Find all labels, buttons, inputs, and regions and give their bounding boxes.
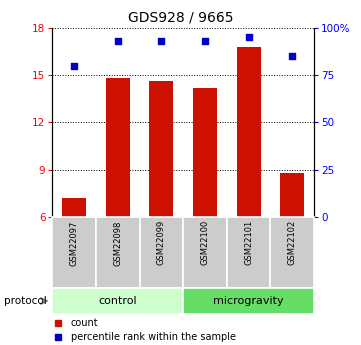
- Text: GSM22100: GSM22100: [200, 220, 209, 265]
- Bar: [280, 173, 304, 217]
- Bar: [227, 217, 270, 288]
- Point: [115, 38, 121, 43]
- Text: percentile rank within the sample: percentile rank within the sample: [71, 332, 236, 342]
- Bar: [237, 47, 261, 217]
- Bar: [140, 217, 183, 288]
- Text: protocol: protocol: [4, 296, 46, 306]
- Point: [290, 53, 295, 59]
- Point: [246, 34, 252, 40]
- Bar: [62, 198, 86, 217]
- Text: GSM22101: GSM22101: [244, 220, 253, 265]
- Text: GSM22097: GSM22097: [70, 220, 79, 266]
- Bar: [52, 217, 96, 288]
- Bar: [52, 288, 183, 314]
- Point: [202, 38, 208, 43]
- Text: control: control: [99, 296, 137, 306]
- Bar: [183, 288, 314, 314]
- Point: [71, 63, 77, 68]
- Bar: [270, 217, 314, 288]
- Text: GSM22102: GSM22102: [288, 220, 297, 265]
- Bar: [193, 88, 217, 217]
- Text: GSM22099: GSM22099: [157, 220, 166, 265]
- Text: microgravity: microgravity: [213, 296, 284, 306]
- Text: count: count: [71, 318, 98, 328]
- Bar: [149, 81, 173, 217]
- Text: GSM22098: GSM22098: [113, 220, 122, 266]
- Bar: [96, 217, 140, 288]
- Bar: [183, 217, 227, 288]
- Bar: [106, 78, 130, 217]
- Text: GDS928 / 9665: GDS928 / 9665: [128, 10, 233, 24]
- Point: [158, 38, 164, 43]
